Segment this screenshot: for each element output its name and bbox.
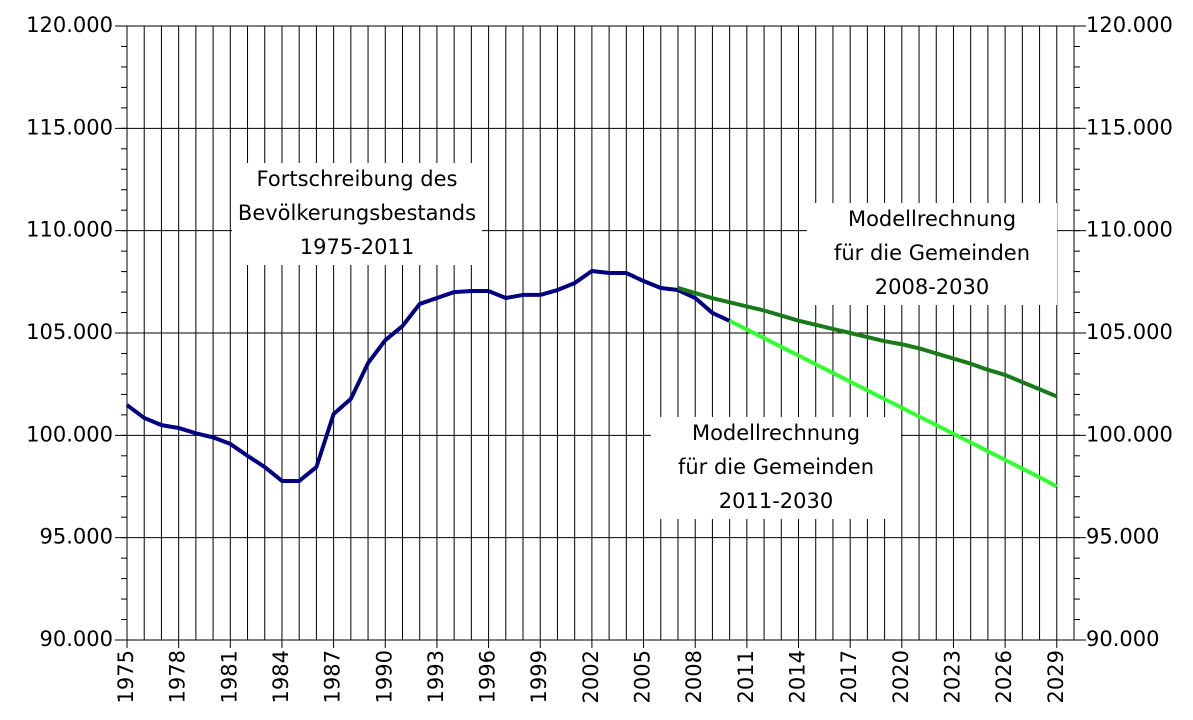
annotation-text: Fortschreibung des	[257, 167, 458, 191]
annotation-box	[232, 163, 482, 265]
x-tick-label: 2017	[837, 650, 861, 703]
y2-tick-label: 110.000	[1086, 218, 1173, 242]
y-tick-label: 100.000	[26, 422, 113, 446]
y-tick-label: 115.000	[26, 115, 113, 139]
annotation-box	[807, 203, 1057, 305]
annotation-text: 1975-2011	[300, 235, 414, 259]
x-tick-label: 2014	[786, 650, 810, 703]
x-tick-label: 2020	[889, 650, 913, 703]
x-tick-label: 1984	[269, 650, 293, 703]
annotation-box	[651, 417, 901, 519]
y-tick-label: 90.000	[40, 627, 113, 651]
y2-tick-label: 120.000	[1086, 13, 1173, 37]
series-line	[125, 268, 731, 483]
y2-tick-label: 115.000	[1086, 115, 1173, 139]
annotation-text: Modellrechnung	[848, 207, 1016, 231]
x-tick-label: 1975	[114, 650, 138, 703]
annotation-text: Bevölkerungsbestands	[238, 201, 476, 225]
series-line	[677, 286, 1058, 399]
annotation: Modellrechnung für die Gemeinden 2011-2030	[651, 417, 901, 519]
x-tick-label: 1996	[476, 650, 500, 703]
annotation-text: für die Gemeinden	[678, 455, 874, 479]
annotation: Fortschreibung des Bevölkerungsbestands 19…	[232, 163, 482, 265]
x-tick-label: 1981	[217, 650, 241, 703]
x-tick-label: 1999	[527, 650, 551, 703]
x-tick-label: 2023	[940, 650, 964, 703]
x-tick-label: 2008	[682, 650, 706, 703]
y-tick-label: 120.000	[26, 13, 113, 37]
annotation-text: 2008-2030	[875, 275, 989, 299]
series-line	[728, 318, 1058, 489]
x-tick-label: 1993	[424, 650, 448, 703]
annotation-text: 2011-2030	[719, 489, 833, 513]
annotation-text: Modellrechnung	[692, 421, 860, 445]
x-tick-label: 2026	[992, 650, 1016, 703]
y2-tick-label: 95.000	[1086, 525, 1159, 549]
annotation-text: für die Gemeinden	[834, 241, 1030, 265]
x-tick-label: 2002	[579, 650, 603, 703]
y-tick-label: 105.000	[26, 320, 113, 344]
x-tick-label: 1987	[321, 650, 345, 703]
x-tick-label: 1990	[372, 650, 396, 703]
y2-tick-label: 100.000	[1086, 422, 1173, 446]
x-tick-label: 2029	[1044, 650, 1068, 703]
y2-tick-label: 105.000	[1086, 320, 1173, 344]
y-tick-label: 110.000	[26, 218, 113, 242]
annotation: Modellrechnung für die Gemeinden 2008-2030	[807, 203, 1057, 305]
y-tick-label: 95.000	[40, 525, 113, 549]
x-tick-label: 1978	[166, 650, 190, 703]
x-tick-label: 2011	[734, 650, 758, 703]
x-tick-label: 2005	[631, 650, 655, 703]
y2-tick-label: 90.000	[1086, 627, 1159, 651]
